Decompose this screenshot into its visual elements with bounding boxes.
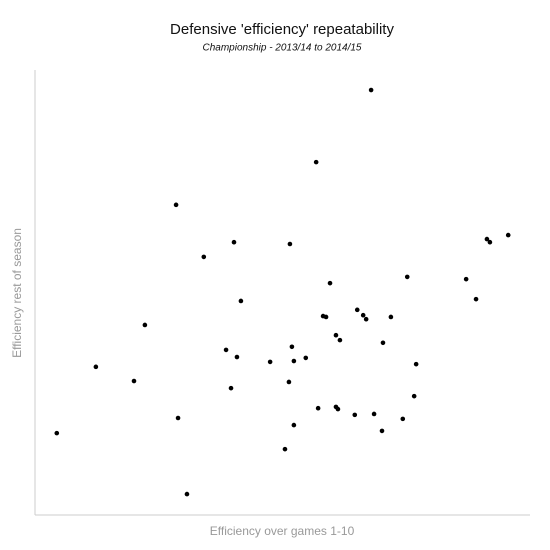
point: [352, 412, 358, 418]
x-axis-label: Efficiency over games 1-10: [210, 524, 355, 538]
point: [267, 359, 273, 365]
point: [234, 354, 240, 360]
point: [142, 322, 148, 328]
point: [404, 274, 410, 280]
point: [286, 379, 292, 385]
point: [413, 361, 419, 367]
point: [315, 405, 321, 411]
point: [175, 415, 181, 421]
point: [484, 236, 490, 242]
point: [473, 296, 479, 302]
point: [287, 241, 293, 247]
point: [505, 232, 511, 238]
point: [335, 406, 341, 412]
point: [379, 428, 385, 434]
point: [313, 159, 319, 165]
point: [360, 312, 366, 318]
point: [371, 411, 377, 417]
point: [228, 385, 234, 391]
point: [400, 416, 406, 422]
point: [333, 332, 339, 338]
point: [201, 254, 207, 260]
y-axis-label: Efficiency rest of season: [10, 228, 24, 358]
point: [388, 314, 394, 320]
chart-subtitle: Championship - 2013/14 to 2014/15: [202, 43, 361, 54]
point: [291, 422, 297, 428]
point: [487, 239, 493, 245]
point: [303, 355, 309, 361]
point: [184, 491, 190, 497]
point: [54, 430, 60, 436]
point: [463, 276, 469, 282]
point: [411, 393, 417, 399]
point: [337, 337, 343, 343]
chart-title: Defensive 'efficiency' repeatability: [170, 21, 394, 38]
point: [282, 446, 288, 452]
point: [380, 340, 386, 346]
point: [354, 307, 360, 313]
point: [93, 364, 99, 370]
point: [291, 358, 297, 364]
point: [238, 298, 244, 304]
point: [363, 316, 369, 322]
point: [231, 239, 237, 245]
point: [327, 280, 333, 286]
point: [323, 314, 329, 320]
point: [223, 347, 229, 353]
point: [131, 378, 137, 384]
point: [173, 202, 179, 208]
point: [289, 344, 295, 350]
point: [368, 87, 374, 93]
